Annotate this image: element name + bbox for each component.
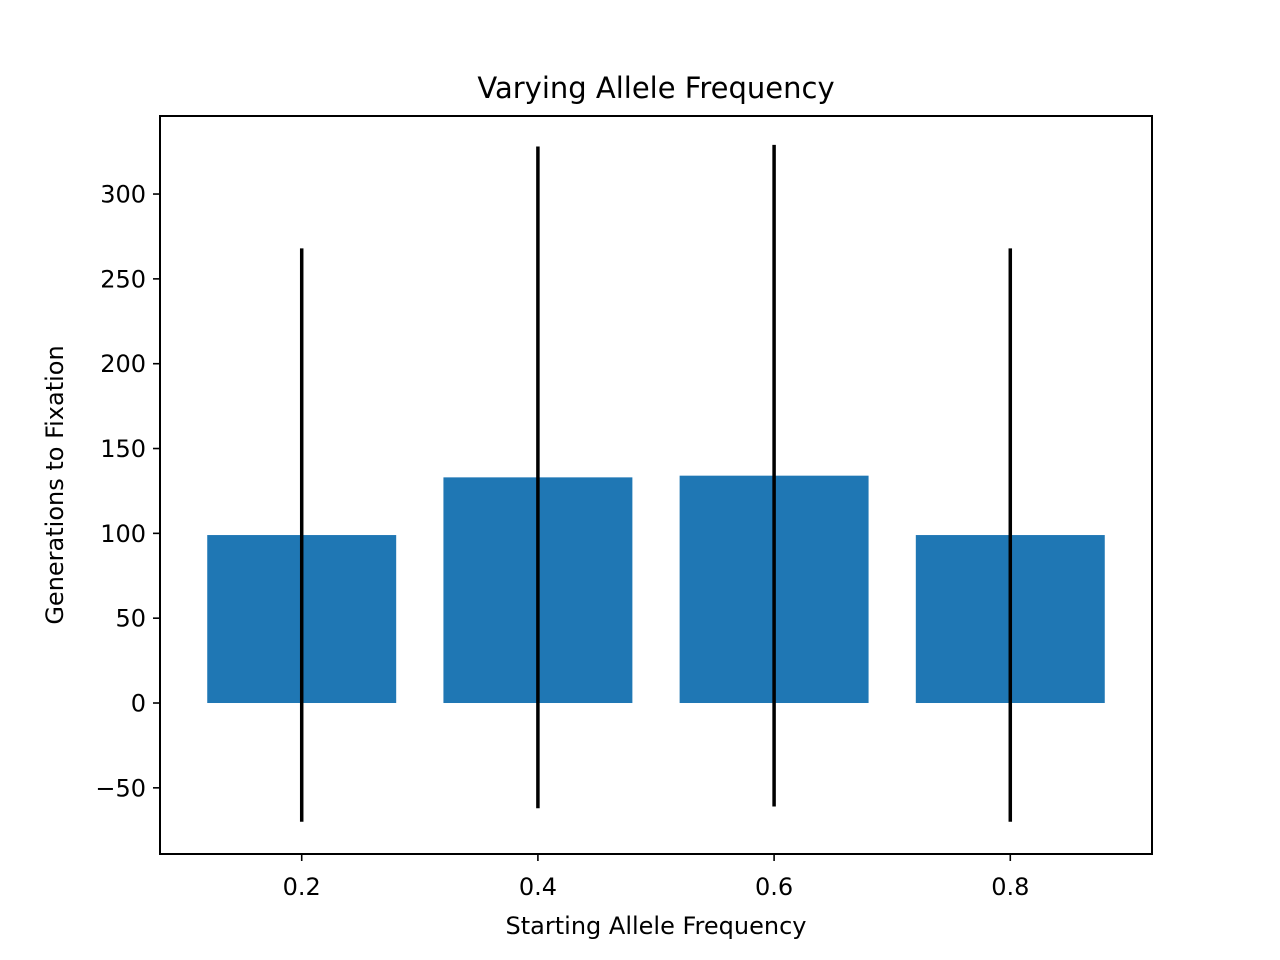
bars-group [207,475,1105,704]
x-tick-label: 0.8 [991,873,1029,901]
y-tick-label: 250 [100,265,146,293]
y-axis-label: Generations to Fixation [41,345,69,624]
y-tick-label: 0 [131,690,146,718]
x-tick-label: 0.4 [519,873,557,901]
y-tick-label: 150 [100,435,146,463]
chart-title: Varying Allele Frequency [477,71,834,105]
y-tick-label: 50 [115,605,146,633]
x-tick-label: 0.6 [755,873,793,901]
x-axis-ticks: 0.2 0.4 0.6 0.8 [283,854,1029,901]
x-tick-label: 0.2 [283,873,321,901]
error-bars-group [299,144,1013,822]
y-tick-label: 200 [100,350,146,378]
y-axis-ticks: −50 0 50 100 150 200 250 300 [95,181,160,802]
x-axis-label: Starting Allele Frequency [506,912,807,940]
plot-frame [159,115,1153,855]
y-tick-label: 300 [100,181,146,209]
y-tick-label: 100 [100,520,146,548]
y-tick-label: −50 [95,774,146,802]
